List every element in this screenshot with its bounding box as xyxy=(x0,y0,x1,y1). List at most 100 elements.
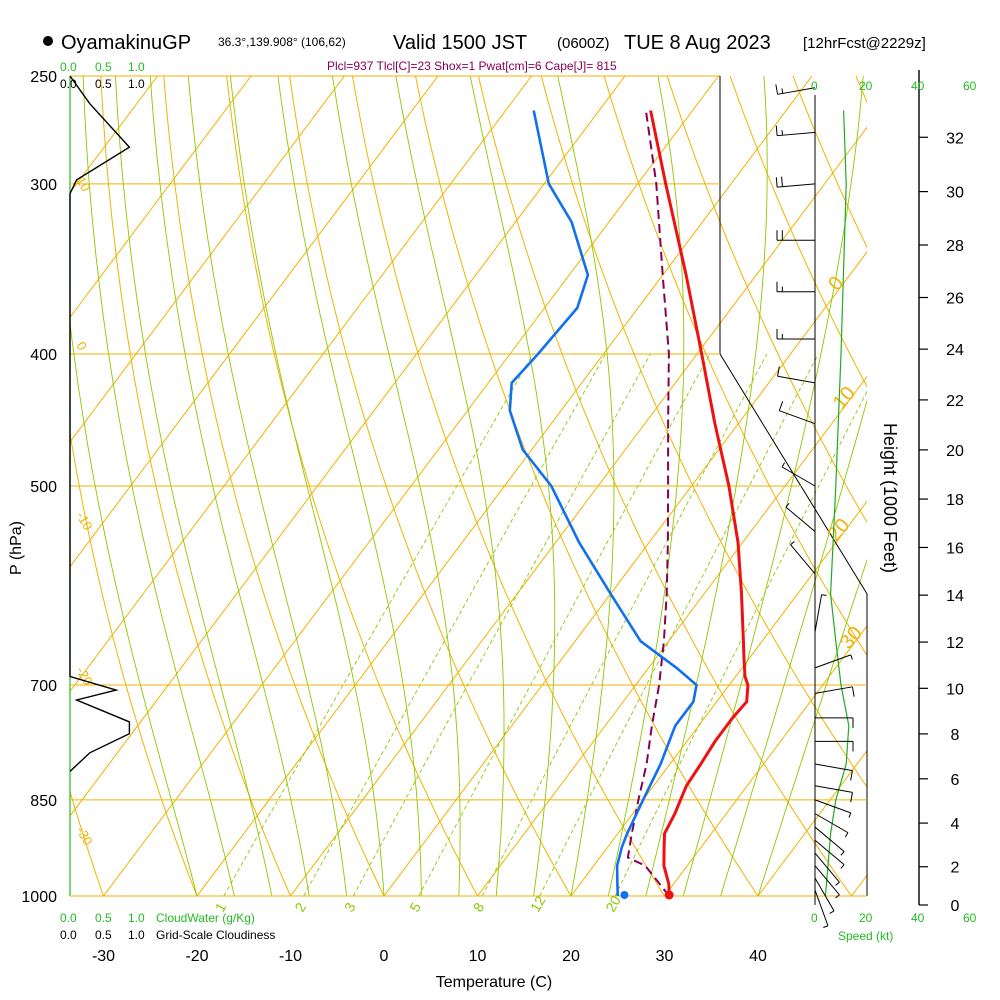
temperature-profile-line xyxy=(649,110,750,897)
height-tick-label: 18 xyxy=(946,492,964,509)
dry-adiabat-line xyxy=(477,76,852,896)
height-tick-label: 12 xyxy=(946,635,964,652)
dry-adiabat-line xyxy=(289,76,572,896)
height-tick-label: 8 xyxy=(951,727,960,744)
temperature-tick: 20 xyxy=(562,948,580,965)
wind-barb xyxy=(776,281,815,293)
theta-label: 0 xyxy=(73,339,90,353)
height-tick-label: 6 xyxy=(951,772,960,789)
bottom-cloudiness-tick-2: 1.0 xyxy=(128,928,145,942)
isotherm-label: 10 xyxy=(829,382,860,413)
theta-label: -30 xyxy=(73,824,95,848)
cloudiness-profile-line xyxy=(69,75,131,772)
wind-barb xyxy=(814,799,852,818)
valid-utc: (0600Z) xyxy=(557,35,610,52)
wind-speed-profile-line xyxy=(824,110,850,897)
dry-adiabat-line xyxy=(666,76,867,524)
cloudiness-label: Grid-Scale Cloudiness xyxy=(156,928,275,942)
valid-date: TUE 8 Aug 2023 xyxy=(624,32,771,54)
height-tick-label: 10 xyxy=(946,681,964,698)
wind-barb xyxy=(775,84,816,95)
surface-dewpoint-marker xyxy=(620,891,629,899)
mixing-ratio-line xyxy=(481,353,768,896)
isotherm-label: 20 xyxy=(823,514,854,545)
station-bullet xyxy=(43,36,53,46)
moist-adiabat-line xyxy=(70,319,198,896)
speed-tick-top-20: 20 xyxy=(859,79,873,93)
wind-barb xyxy=(814,852,840,886)
theta-label: -20 xyxy=(73,664,95,688)
pressure-label: 400 xyxy=(30,347,57,364)
bottom-cloudwater-tick-2: 1.0 xyxy=(128,911,145,925)
bottom-cloudwater-tick-0: 0.0 xyxy=(60,911,77,925)
wind-barb xyxy=(778,401,816,425)
speed-tick-top-0: 0 xyxy=(811,79,818,93)
wind-barb xyxy=(790,541,816,575)
speed-tick-bottom-60: 60 xyxy=(963,911,977,925)
wind-barb xyxy=(814,826,845,856)
bottom-cloudiness-tick-0: 0.0 xyxy=(60,928,77,942)
moist-adiabat-line xyxy=(682,76,864,896)
dry-adiabat-line xyxy=(352,76,665,896)
bottom-cloudiness-tick-1: 0.5 xyxy=(95,928,112,942)
pressure-label: 700 xyxy=(30,678,57,695)
height-tick-label: 0 xyxy=(951,898,960,915)
surface-temperature-marker xyxy=(664,890,674,900)
height-tick-label: 24 xyxy=(946,342,964,359)
wind-barb xyxy=(814,865,840,899)
theta-label: -10 xyxy=(73,509,95,533)
cloudwater-label: CloudWater (g/Kg) xyxy=(156,911,255,925)
moist-adiabat-line xyxy=(395,76,505,896)
wind-barb xyxy=(777,366,816,384)
wind-barb xyxy=(814,889,829,928)
pressure-label: 250 xyxy=(30,69,57,86)
moist-adiabat-line xyxy=(557,76,615,896)
moist-adiabat-line xyxy=(277,76,422,896)
moist-adiabat-line xyxy=(82,76,235,896)
wind-barb xyxy=(814,763,853,781)
isotherm-line xyxy=(70,76,345,443)
temperature-tick: -30 xyxy=(92,948,115,965)
top-cloudiness-tick-0: 0.0 xyxy=(60,77,77,91)
wind-barb xyxy=(814,839,845,869)
moist-adiabat-line xyxy=(720,399,867,896)
isotherm-line xyxy=(664,625,867,896)
wind-barb xyxy=(776,329,815,340)
height-tick-label: 2 xyxy=(951,860,960,877)
wind-barb xyxy=(776,230,815,241)
theta-label: 10 xyxy=(73,174,93,194)
height-tick-label: 14 xyxy=(946,588,964,605)
temperature-tick: 10 xyxy=(469,948,487,965)
valid-time: Valid 1500 JST xyxy=(393,32,527,54)
forecast-info: [12hrFcst@2229z] xyxy=(803,35,926,52)
mixing-ratio-label: 12 xyxy=(527,893,549,915)
isotherm-line xyxy=(70,76,252,319)
dewpoint-profile-line xyxy=(508,110,698,897)
height-tick-label: 26 xyxy=(946,291,964,308)
speed-tick-bottom-40: 40 xyxy=(911,911,925,925)
dry-adiabat-line xyxy=(415,76,759,896)
temperature-tick: -10 xyxy=(279,948,302,965)
height-axis-label: Height (1000 Feet) xyxy=(880,423,900,573)
mixing-ratio-line xyxy=(614,390,867,896)
mixing-ratio-line xyxy=(303,353,606,896)
dry-adiabat-line xyxy=(603,76,867,657)
pressure-label: 850 xyxy=(30,793,57,810)
wind-barb xyxy=(814,654,853,669)
pressure-label: 300 xyxy=(30,177,57,194)
temperature-tick: 0 xyxy=(380,948,389,965)
wind-barb xyxy=(775,125,816,137)
parcel-path-line xyxy=(626,110,670,897)
moist-adiabat-line xyxy=(149,76,310,896)
top-cloudiness-tick-1: 0.5 xyxy=(95,77,112,91)
dry-adiabat-line xyxy=(982,76,1000,896)
height-tick-label: 22 xyxy=(946,393,964,410)
moist-adiabat-line xyxy=(115,76,273,896)
speed-tick-top-60: 60 xyxy=(963,79,977,93)
station-name: OyamakinuGP xyxy=(61,32,191,54)
height-tick-label: 30 xyxy=(946,185,964,202)
dry-adiabat-line xyxy=(163,76,385,896)
frame-right-lower xyxy=(719,353,868,896)
temperature-tick: 30 xyxy=(656,948,674,965)
